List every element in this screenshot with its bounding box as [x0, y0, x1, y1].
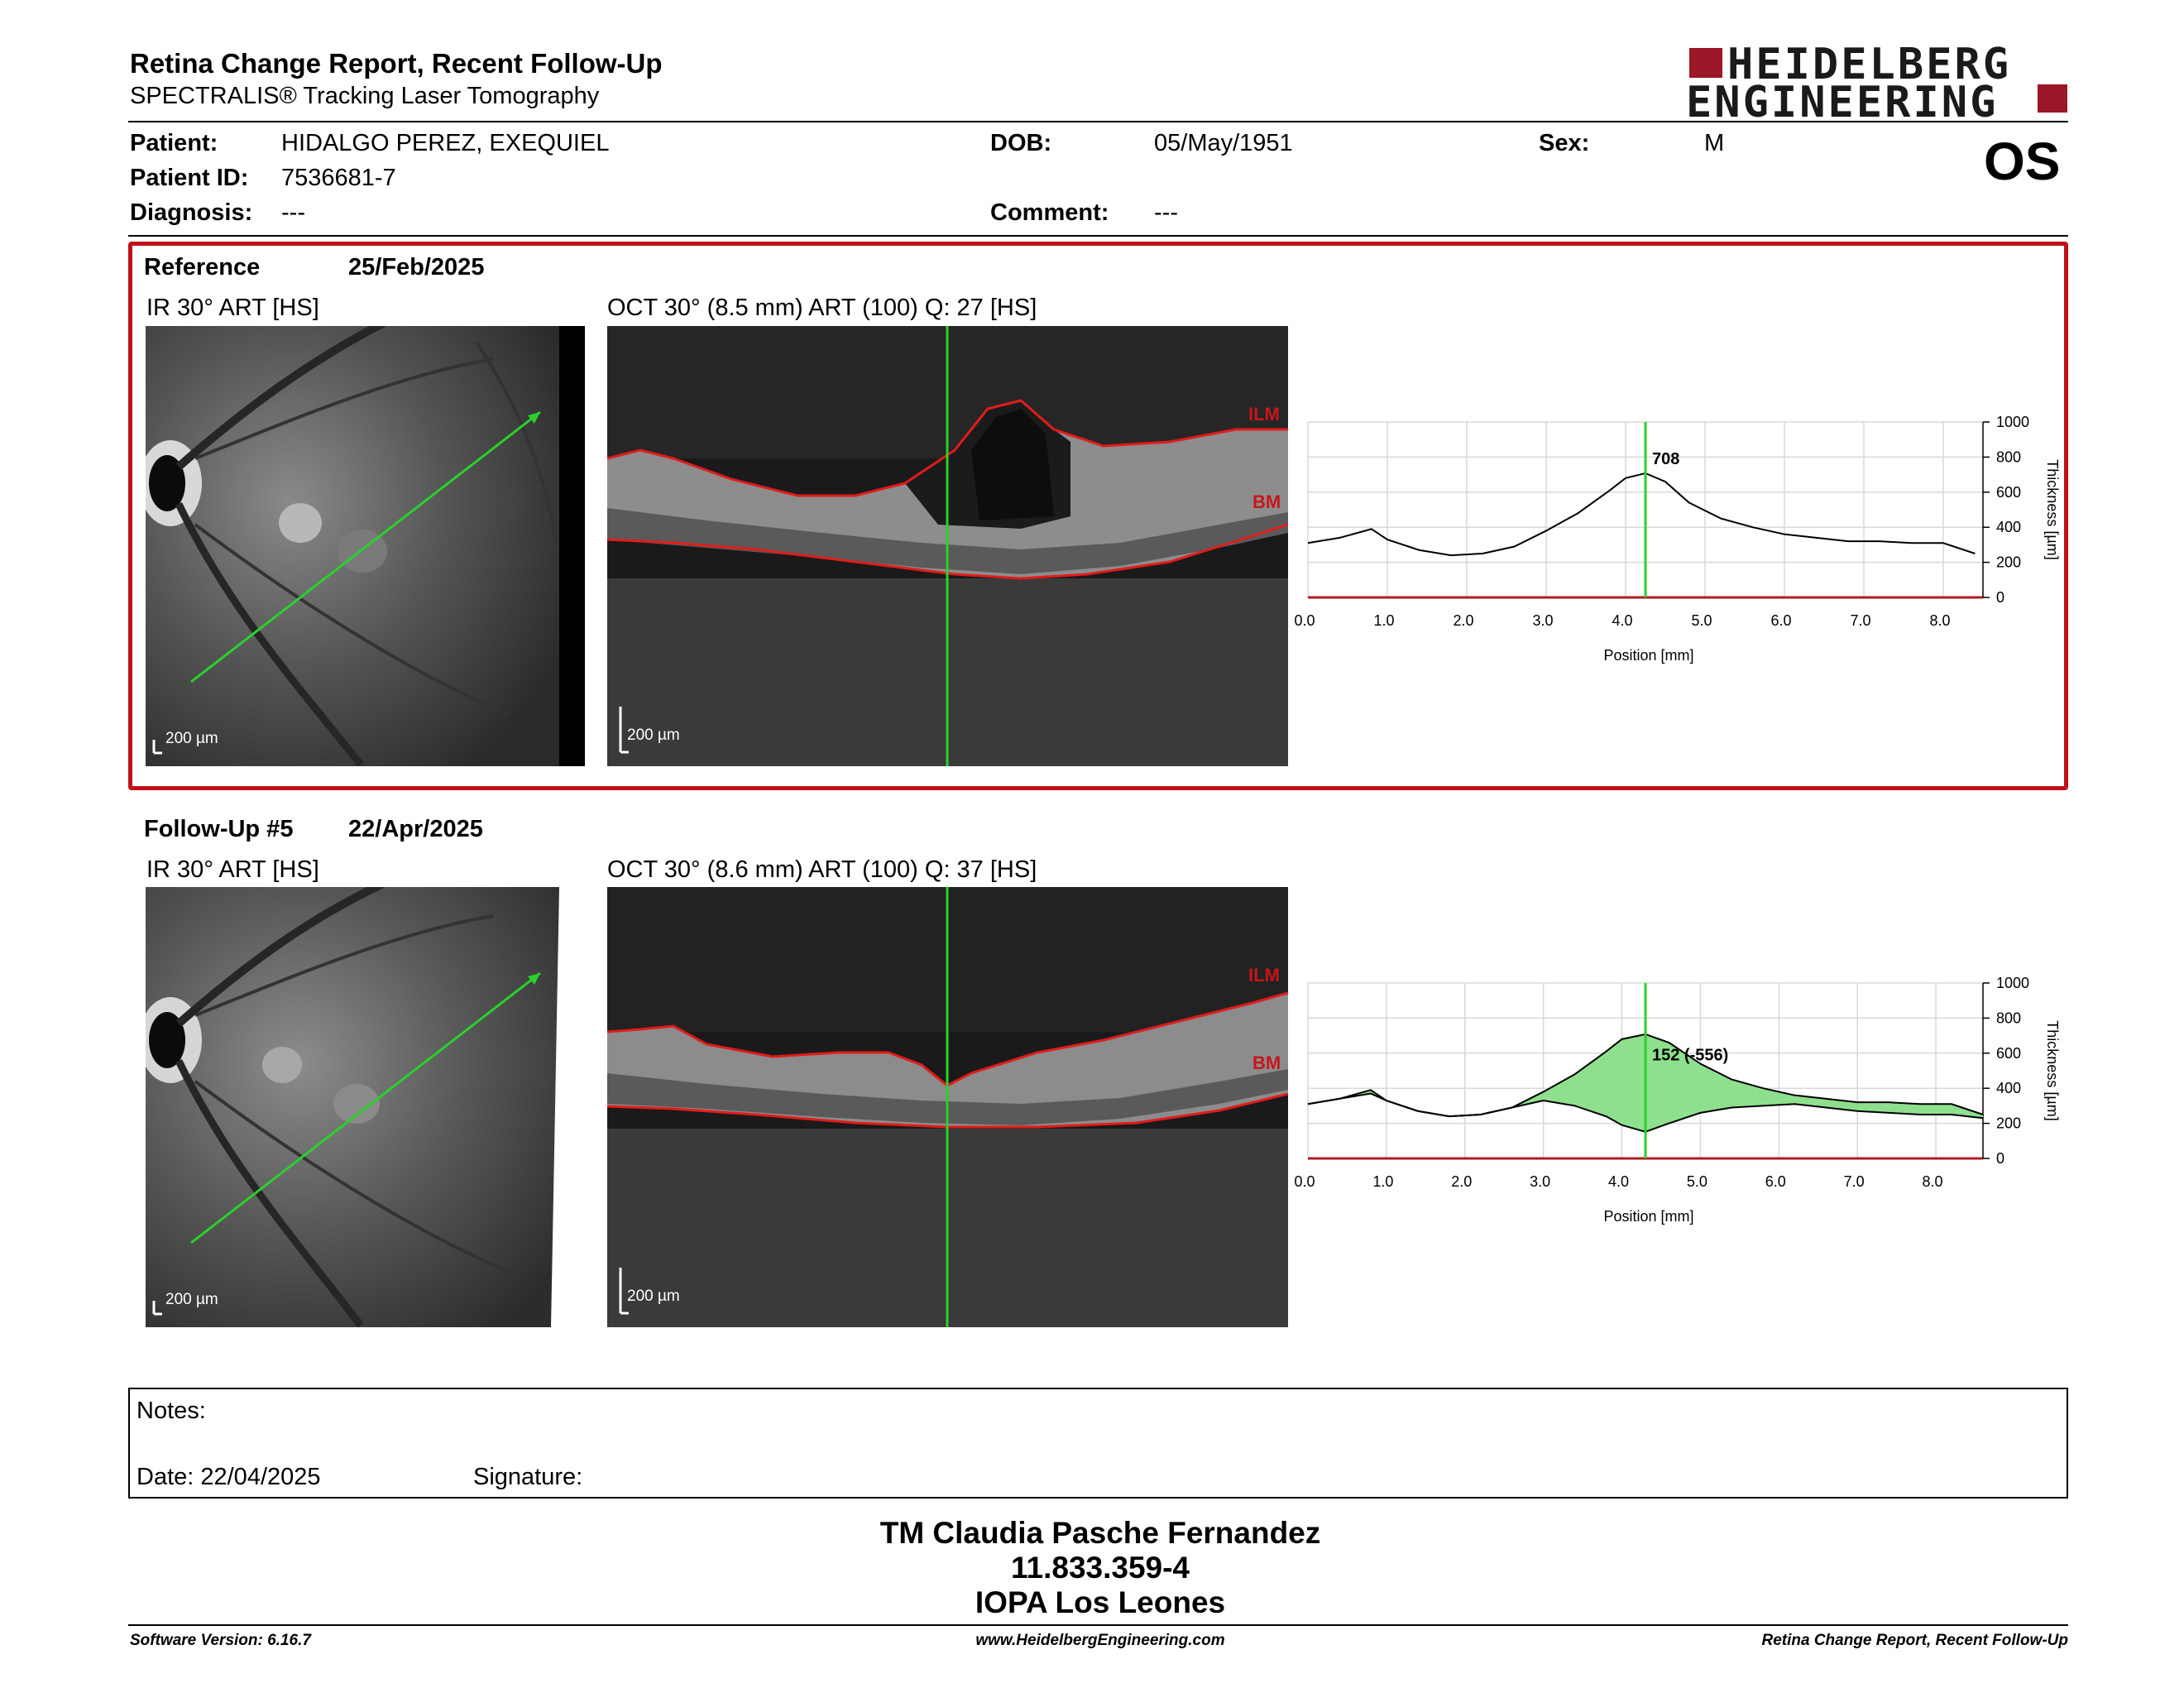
x-tick-label: 0.0 — [1294, 612, 1315, 629]
followup-bm-label: BM — [1252, 1053, 1281, 1073]
comment-label: Comment: — [990, 199, 1109, 226]
reference-bm-label: BM — [1252, 492, 1281, 512]
y-tick-label: 800 — [1996, 448, 2021, 465]
x-tick-label: 8.0 — [1923, 1173, 1943, 1190]
patient-divider — [128, 235, 2068, 237]
reference-oct-title: OCT 30° (8.5 mm) ART (100) Q: 27 [HS] — [607, 295, 1037, 321]
diagnosis-value: --- — [281, 199, 305, 226]
x-axis-title: Position [mm] — [1603, 1208, 1693, 1225]
patient-label: Patient: — [130, 130, 218, 156]
dob-label: DOB: — [990, 130, 1052, 156]
x-tick-label: 5.0 — [1687, 1173, 1707, 1190]
x-tick-label: 5.0 — [1691, 612, 1712, 629]
x-tick-label: 4.0 — [1608, 1173, 1629, 1190]
y-axis-title: Thickness [µm] — [2044, 459, 2061, 559]
signatory-name: TM Claudia Pasche Fernandez — [879, 1516, 1321, 1550]
signature-label: Signature: — [473, 1464, 583, 1490]
report-title: Retina Change Report, Recent Follow-Up — [130, 48, 663, 79]
reference-label: Reference — [144, 254, 261, 281]
y-tick-label: 0 — [1996, 589, 2004, 606]
reference-frame — [128, 242, 2068, 790]
dob-value: 05/May/1951 — [1154, 130, 1293, 156]
x-tick-label: 8.0 — [1929, 612, 1950, 629]
x-tick-label: 6.0 — [1765, 1173, 1786, 1190]
x-tick-label: 7.0 — [1844, 1173, 1865, 1190]
followup-ir-scale-label: 200 µm — [165, 1291, 218, 1308]
followup-ir-title: IR 30° ART [HS] — [146, 856, 319, 883]
reference-oct-scale-label: 200 µm — [627, 727, 680, 744]
x-axis-title: Position [mm] — [1603, 647, 1693, 664]
x-tick-label: 3.0 — [1532, 612, 1553, 629]
signatory-org: IOPA Los Leones — [975, 1585, 1226, 1619]
notes-box: Notes: Date: 22/04/2025 Signature: — [128, 1388, 2068, 1499]
y-tick-label: 0 — [1996, 1150, 2004, 1167]
x-tick-label: 1.0 — [1373, 612, 1394, 629]
y-tick-label: 200 — [1996, 554, 2021, 571]
sex-value: M — [1704, 130, 1725, 156]
y-tick-label: 200 — [1996, 1115, 2021, 1132]
x-tick-label: 2.0 — [1453, 612, 1473, 629]
followup-ir-image: 200 µm — [146, 887, 585, 1327]
reference-ir-scale-label: 200 µm — [165, 730, 218, 747]
thickness-series-1 — [1307, 1033, 1984, 1118]
patient-id-value: 7536681-7 — [281, 165, 396, 191]
thickness-series-0 — [1307, 472, 1976, 557]
footer-report-name: Retina Change Report, Recent Follow-Up — [1761, 1632, 2068, 1649]
followup-label: Follow-Up #5 — [144, 816, 294, 842]
x-tick-label: 7.0 — [1850, 612, 1870, 629]
followup-oct-title: OCT 30° (8.6 mm) ART (100) Q: 37 [HS] — [607, 856, 1037, 883]
website-link[interactable]: www.HeidelbergEngineering.com — [975, 1632, 1225, 1649]
y-tick-label: 400 — [1996, 1080, 2021, 1096]
reference-ilm-label: ILM — [1248, 404, 1280, 424]
followup-oct-scale-label: 200 µm — [627, 1288, 680, 1305]
x-tick-label: 0.0 — [1294, 1173, 1315, 1190]
y-tick-label: 800 — [1996, 1009, 2021, 1026]
followup-thickness-chart: 0 200 400 600 800 1000 0.0 1.0 2.0 3.0 4.0 5.0 6.0 7.… — [1294, 975, 2061, 1225]
reference-oct-image: ILM BM 200 µm — [607, 326, 1288, 766]
y-axis-title: Thickness [µm] — [2044, 1020, 2061, 1120]
diagnosis-label: Diagnosis: — [130, 199, 253, 226]
reference-ir-image: 200 µm — [146, 326, 585, 766]
header-divider — [128, 121, 2068, 122]
date-label: Date: 22/04/2025 — [136, 1464, 321, 1490]
x-tick-label: 3.0 — [1530, 1173, 1550, 1190]
comment-value: --- — [1154, 199, 1178, 226]
y-tick-label: 600 — [1996, 1045, 2021, 1062]
followup-ilm-label: ILM — [1248, 965, 1280, 985]
y-tick-label: 600 — [1996, 484, 2021, 501]
report-subtitle: SPECTRALIS® Tracking Laser Tomography — [130, 83, 600, 109]
y-tick-label: 400 — [1996, 519, 2021, 535]
software-version: Software Version: 6.16.7 — [130, 1632, 311, 1649]
notes-label: Notes: — [136, 1398, 206, 1424]
x-tick-label: 4.0 — [1612, 612, 1632, 629]
followup-date: 22/Apr/2025 — [348, 816, 483, 842]
sex-label: Sex: — [1539, 130, 1590, 156]
reference-ir-title: IR 30° ART [HS] — [146, 295, 319, 321]
eye-indicator: OS — [1984, 132, 2061, 191]
patient-id-label: Patient ID: — [130, 165, 249, 191]
patient-name: HIDALGO PEREZ, EXEQUIEL — [281, 130, 610, 156]
reference-date: 25/Feb/2025 — [348, 254, 485, 281]
marker-value-label: 708 — [1652, 450, 1679, 468]
marker-value-label: 152 (-556) — [1652, 1046, 1728, 1064]
x-tick-label: 1.0 — [1372, 1173, 1393, 1190]
footer-divider — [128, 1624, 2068, 1626]
x-tick-label: 2.0 — [1451, 1173, 1472, 1190]
signatory-id: 11.833.359-4 — [1010, 1551, 1190, 1585]
y-tick-label: 1000 — [1996, 975, 2029, 991]
y-tick-label: 1000 — [1996, 414, 2029, 430]
followup-oct-image: ILM BM 200 µm — [607, 887, 1288, 1327]
reference-thickness-chart: 0 200 400 600 800 1000 0.0 1.0 2.0 3.0 4.0 5.0 6.0 7.… — [1294, 414, 2061, 664]
x-tick-label: 6.0 — [1770, 612, 1791, 629]
